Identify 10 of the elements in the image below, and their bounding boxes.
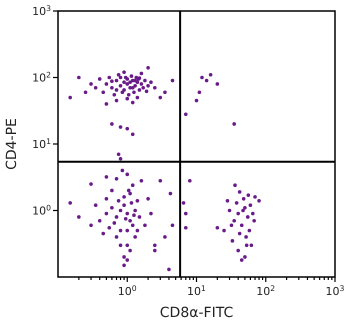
x-axis-title: CD8α-FITC <box>160 305 234 321</box>
y-tick-label: 10$^{2}$ <box>32 70 52 84</box>
y-tick-label: 10$^{3}$ <box>32 4 52 18</box>
y-tick-label: 10$^{0}$ <box>32 203 52 218</box>
x-tick-label: 10$^{0}$ <box>118 284 137 298</box>
x-tick-label: 10$^{2}$ <box>256 284 276 298</box>
x-tick-label: 10$^{1}$ <box>187 284 206 298</box>
x-tick-label: 10$^{3}$ <box>326 284 345 298</box>
y-axis-title: CD4-PE <box>4 118 20 170</box>
y-tick-label: 10$^{1}$ <box>32 136 52 151</box>
